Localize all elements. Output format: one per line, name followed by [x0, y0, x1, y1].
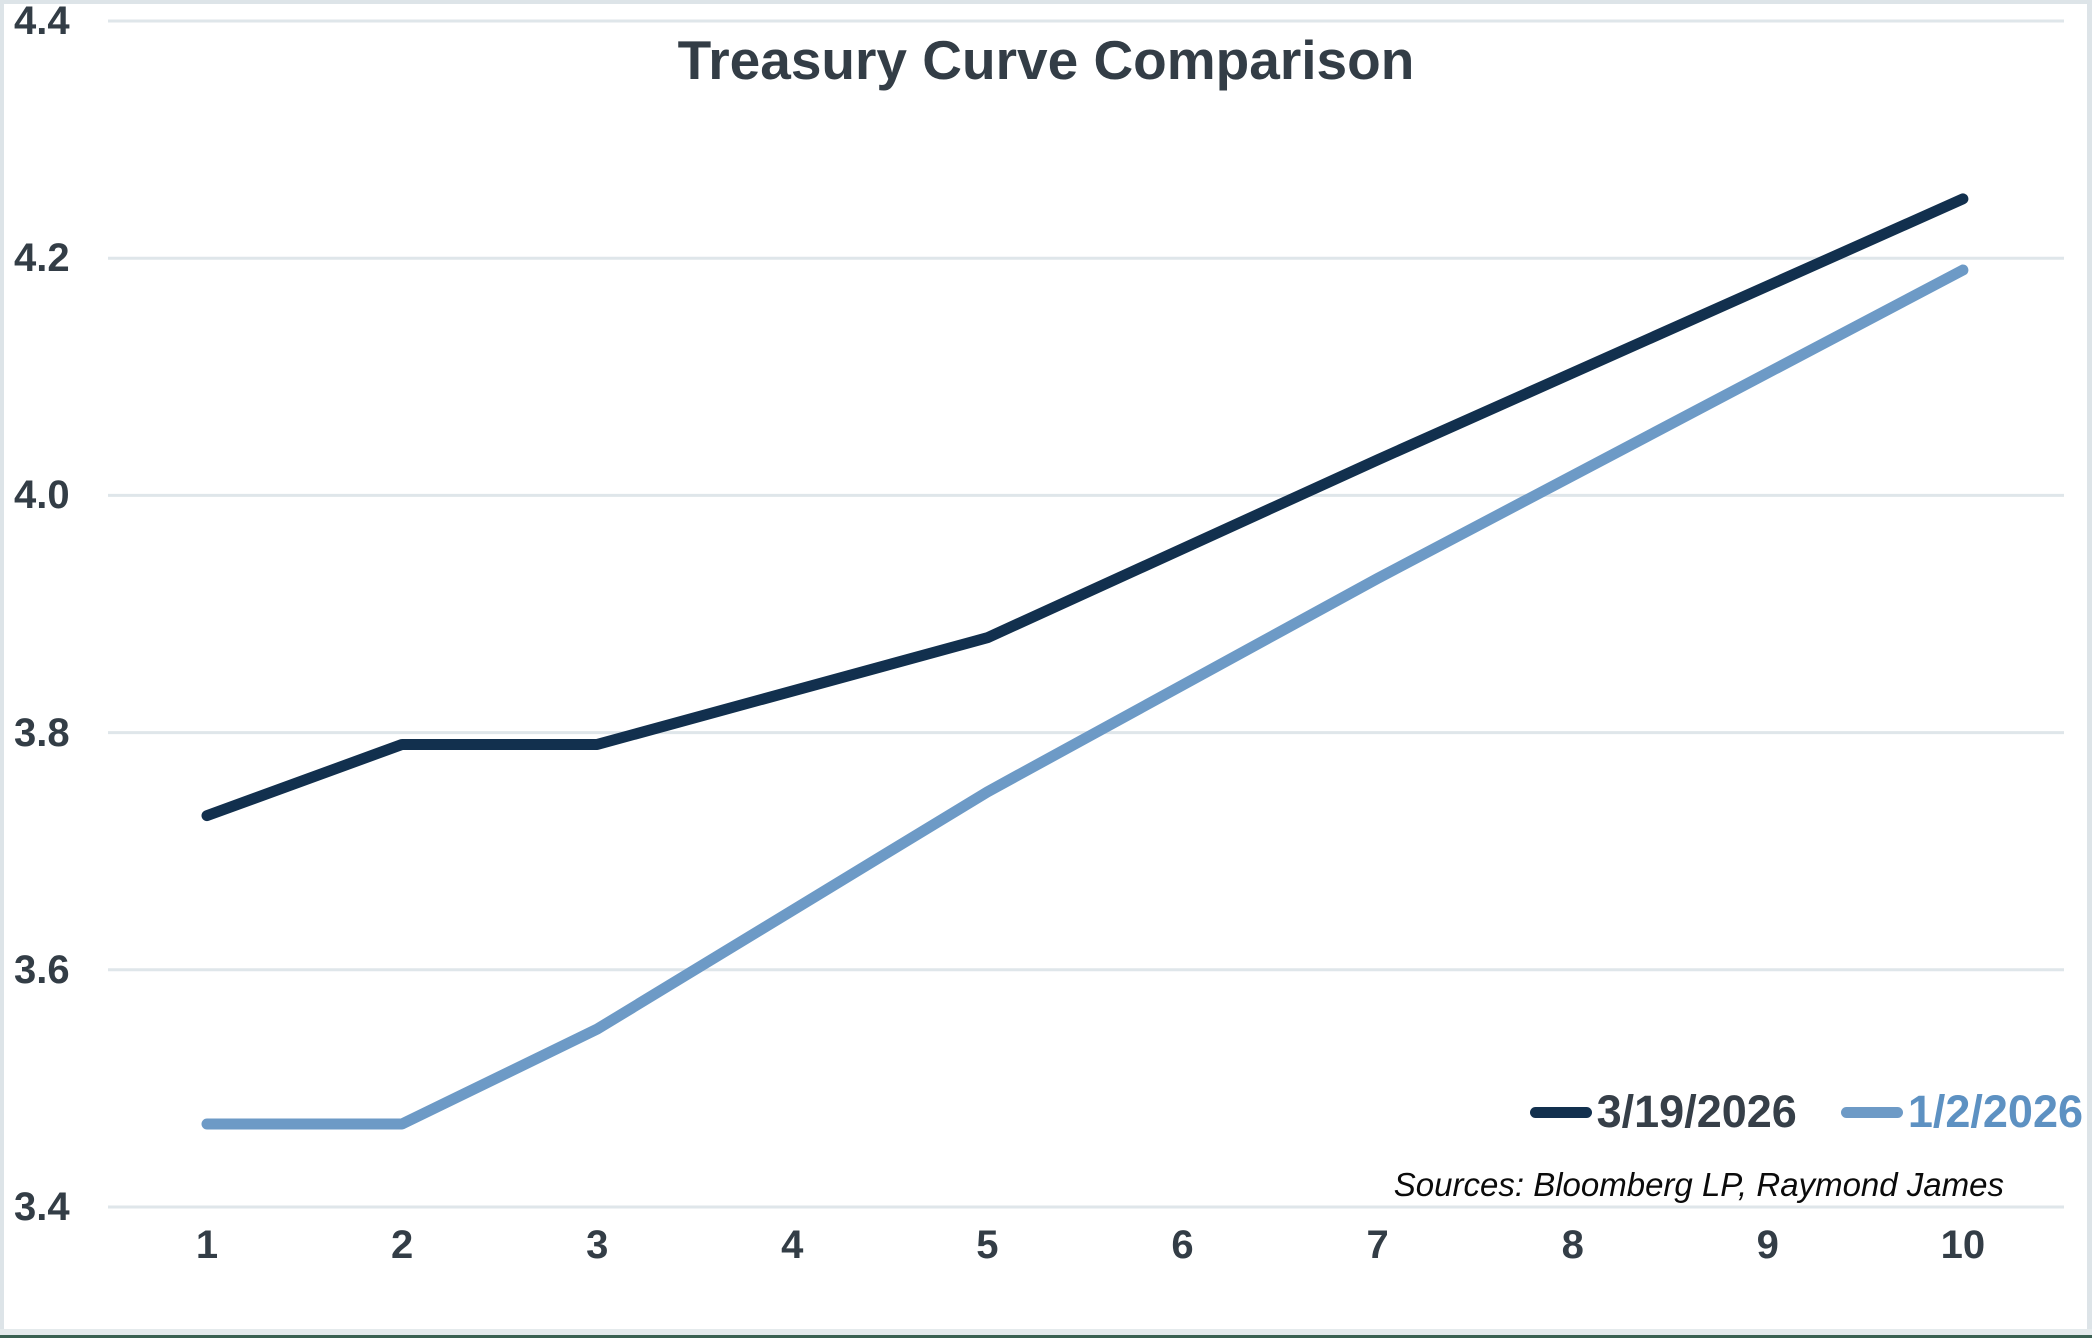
sources-note: Sources: Bloomberg LP, Raymond James [1393, 1166, 2004, 1203]
x-tick-label-7: 7 [1366, 1223, 1389, 1267]
x-tick-label-3: 3 [586, 1223, 609, 1267]
y-tick-label-3.8: 3.8 [14, 710, 70, 755]
x-tick-label-8: 8 [1561, 1223, 1584, 1267]
legend-item-series-2: 1/2/2026 [1840, 1086, 2083, 1137]
x-tick-label-4: 4 [781, 1223, 804, 1267]
y-tick-label-4.4: 4.4 [14, 0, 70, 43]
y-tick-label-4.2: 4.2 [14, 236, 70, 281]
x-tick-label-9: 9 [1756, 1223, 1779, 1267]
x-tick-label-10: 10 [1940, 1223, 1986, 1267]
x-tick-label-5: 5 [976, 1223, 999, 1267]
legend-item-series-1: 3/19/2026 [1529, 1086, 1797, 1137]
chart-title: Treasury Curve Comparison [677, 29, 1415, 91]
legend-label-series-1: 3/19/2026 [1596, 1086, 1797, 1137]
x-tick-label-1: 1 [195, 1223, 219, 1267]
legend: 3/19/2026 1/2/2026 [1529, 1086, 2083, 1138]
y-tick-label-4.0: 4.0 [14, 473, 70, 518]
frame-border-right [2087, 0, 2092, 1338]
frame-border-bottom-green [0, 1335, 2092, 1338]
series-1-line-swatch [1529, 1106, 1592, 1118]
frame-border-bottom-gray [0, 1329, 2092, 1335]
series-line-1 [201, 193, 1969, 822]
frame-border-left [0, 0, 4, 1338]
legend-label-series-2: 1/2/2026 [1907, 1086, 2083, 1137]
y-tick-label-3.6: 3.6 [14, 947, 70, 992]
series-2-line-swatch [1840, 1106, 1903, 1118]
x-tick-label-2: 2 [390, 1223, 414, 1267]
y-tick-label-3.4: 3.4 [14, 1185, 70, 1229]
x-tick-label-6: 6 [1171, 1223, 1194, 1267]
series-line-2 [201, 264, 1969, 1130]
frame-border-top [0, 0, 2092, 4]
